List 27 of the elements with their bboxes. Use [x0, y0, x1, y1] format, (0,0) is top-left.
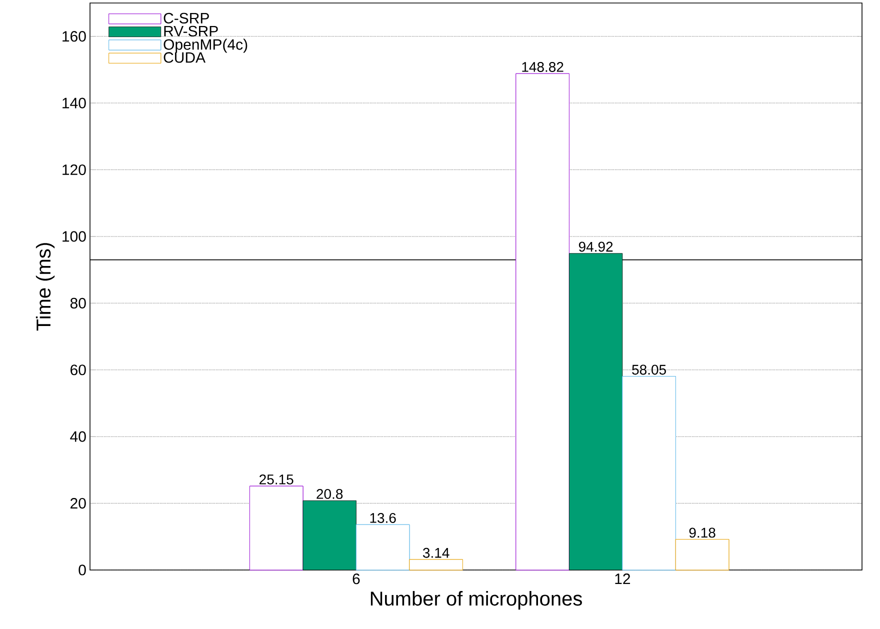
data-label: 94.92	[578, 242, 613, 252]
data-label: 20.8	[316, 489, 343, 499]
x-tick-label: 12	[615, 574, 630, 584]
y-tick-label: 100	[62, 231, 86, 242]
y-tick-label: 120	[62, 164, 86, 176]
data-label: 3.14	[422, 548, 450, 558]
y-tick-label: 60	[70, 364, 86, 376]
data-label: 58.05	[632, 364, 666, 375]
data-label: 148.82	[522, 62, 564, 72]
y-tick-label: 40	[70, 431, 86, 442]
y-tick-label: 0	[78, 564, 86, 576]
x-axis-title: Number of microphones	[370, 591, 582, 610]
x-tick-label: 6	[352, 574, 360, 584]
y-tick-label: 80	[70, 298, 86, 308]
y-tick-label: 20	[70, 498, 86, 509]
data-label: 25.15	[260, 474, 294, 484]
y-tick-label: 140	[62, 98, 86, 108]
legend-label: OpenMP(4c)	[164, 38, 248, 53]
legend-label: RV-SRP	[164, 26, 218, 36]
data-label: 13.6	[370, 513, 396, 523]
data-label: 9.18	[689, 528, 716, 538]
legend-label: CUDA	[164, 52, 206, 63]
y-tick-label: 160	[62, 31, 86, 42]
bar	[250, 486, 304, 570]
bar	[516, 73, 570, 570]
legend-label: C-SRP	[164, 12, 209, 24]
y-axis-title: Time (ms)	[36, 243, 55, 331]
